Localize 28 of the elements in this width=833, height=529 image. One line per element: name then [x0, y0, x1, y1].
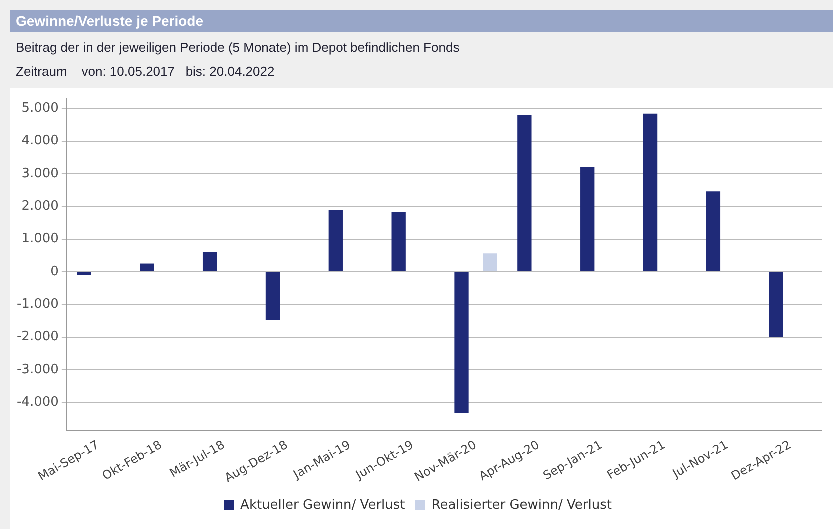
bar [454, 272, 469, 414]
y-tick-label: 5.000 [22, 100, 59, 116]
bar [140, 264, 154, 272]
y-tick-label: -3.000 [16, 362, 59, 378]
y-tick-label: 0 [50, 264, 59, 280]
bar [769, 272, 784, 338]
y-tick-label: 2.000 [22, 198, 59, 214]
bar [77, 272, 92, 276]
bar [482, 254, 498, 272]
y-tick-label: -1.000 [16, 296, 59, 312]
bar [518, 115, 532, 272]
chart-subtitle: Beitrag der in der jeweiligen Periode (5 Monate) im Depot befindlichen Fonds [16, 40, 460, 55]
legend-label: Realisierter Gewinn/ Verlust [432, 498, 612, 513]
legend-label: Aktueller Gewinn/ Verlust [240, 498, 406, 513]
chart-title: Gewinne/Verluste je Periode [10, 10, 833, 32]
bar [392, 212, 406, 272]
y-tick-label: -2.000 [16, 330, 59, 345]
bar [706, 192, 721, 272]
bar [266, 272, 280, 320]
y-tick-label: 3.000 [22, 166, 59, 182]
y-tick-label: 4.000 [22, 134, 59, 149]
bar [202, 252, 218, 272]
bar [328, 210, 343, 272]
text: Zeitraum von: 10.05.2017 bis: 20.04.2022 [16, 64, 275, 79]
bar [643, 114, 658, 272]
y-tick-label: -4.000 [16, 394, 59, 410]
bar [580, 167, 595, 272]
y-tick-label: 1.000 [22, 232, 59, 247]
